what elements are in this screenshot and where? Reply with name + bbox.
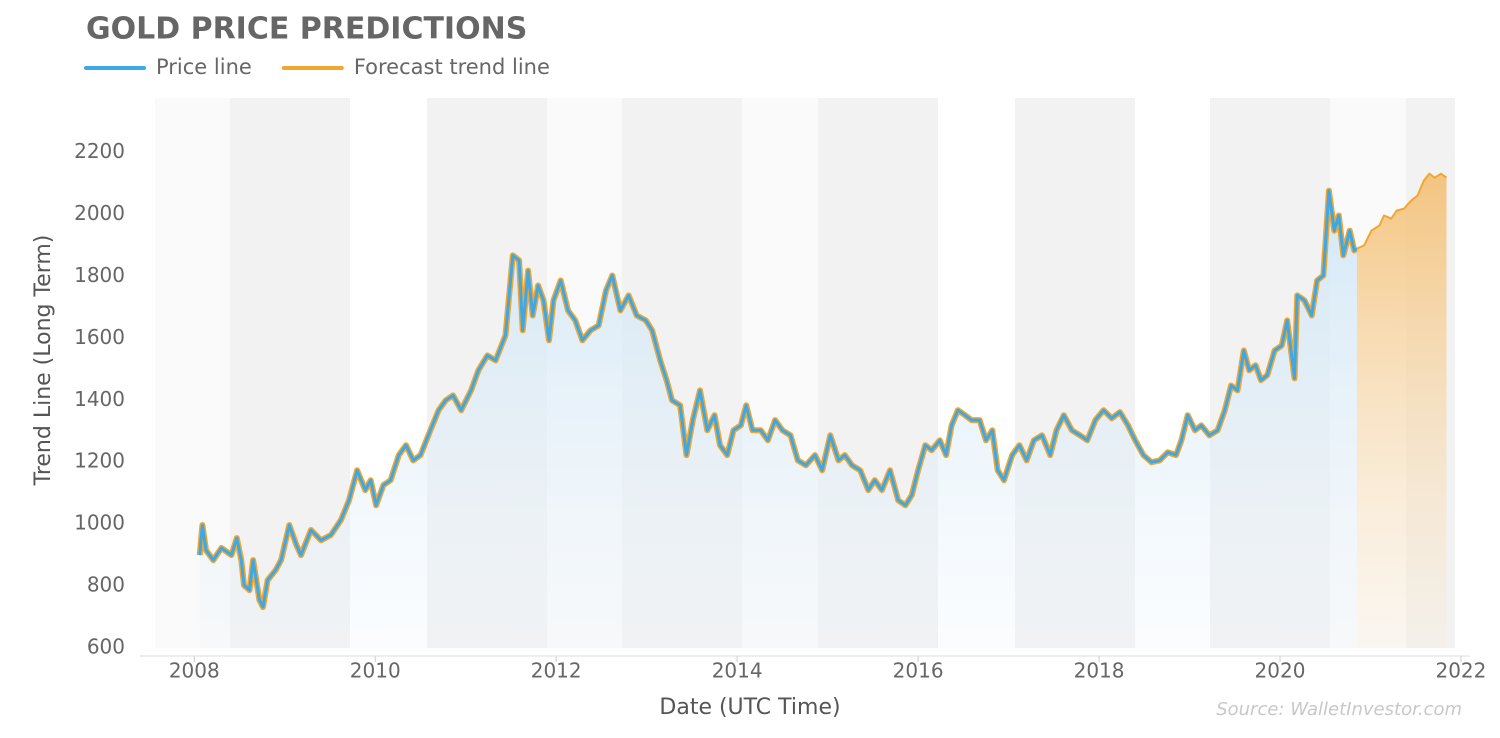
chart-title: GOLD PRICE PREDICTIONS (86, 12, 527, 47)
y-tick-label: 800 (87, 573, 125, 597)
y-tick-label: 2000 (74, 201, 125, 225)
legend-label: Price line (156, 55, 252, 79)
line (198, 189, 1358, 609)
x-tick-label: 2022 (1435, 659, 1486, 683)
y-tick-label: 2200 (74, 139, 125, 163)
x-axis-label: Date (UTC Time) (659, 695, 840, 720)
source-note: Source: WalletInvestor.com (1216, 699, 1462, 720)
x-tick-label: 2016 (893, 659, 944, 683)
y-tick-label: 1600 (74, 325, 125, 349)
x-tick-label: 2018 (1074, 659, 1125, 683)
x-tick-label: 2012 (531, 659, 582, 683)
legend-label: Forecast trend line (354, 55, 550, 79)
line (1356, 172, 1448, 250)
area-fill (199, 190, 1357, 648)
y-tick-label: 600 (87, 635, 125, 659)
y-tick-label: 1000 (74, 511, 125, 535)
x-tick-label: 2014 (712, 659, 763, 683)
y-tick-label: 1400 (74, 387, 125, 411)
x-tick-label: 2010 (350, 659, 401, 683)
area-fill (1356, 173, 1447, 648)
y-axis-label: Trend Line (Long Term) (31, 235, 56, 487)
x-tick-label: 2008 (169, 659, 220, 683)
y-tick-label: 1800 (74, 263, 125, 287)
y-tick-label: 1200 (74, 449, 125, 473)
x-tick-label: 2020 (1255, 659, 1306, 683)
